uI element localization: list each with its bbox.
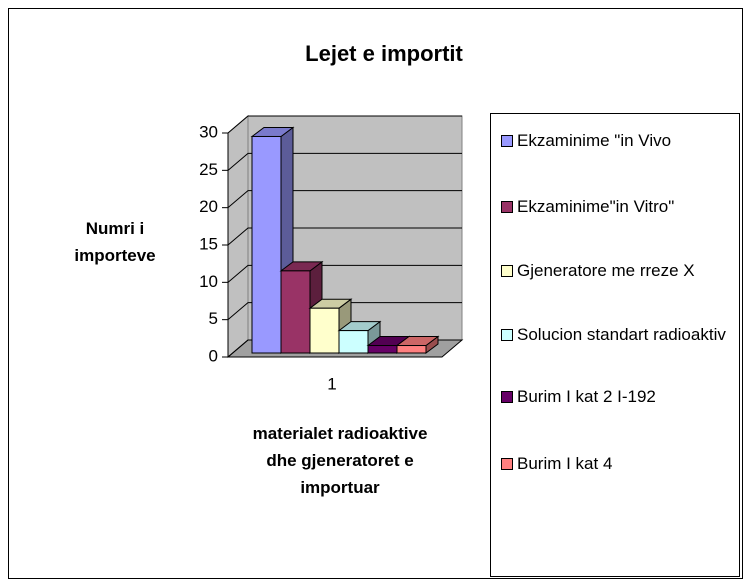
legend-item: Burim I kat 2 I-192 (501, 384, 737, 410)
bar (309, 307, 340, 354)
legend-swatch (501, 201, 513, 213)
bar (396, 345, 427, 354)
y-tick-label: 10 (199, 272, 218, 291)
bar (338, 330, 369, 354)
legend-item: Ekzaminime "in Vivo (501, 128, 737, 154)
legend-swatch (501, 329, 513, 341)
grid-line (227, 190, 462, 209)
y-tick-label: 15 (199, 234, 218, 253)
chart-title: Lejet e importit (305, 41, 463, 66)
legend-label: Solucion standart radioaktiv (517, 325, 726, 344)
legend-item: Burim I kat 4 (501, 451, 737, 477)
y-tick-label: 5 (209, 309, 218, 328)
legend-item: Solucion standart radioaktiv (501, 322, 737, 348)
y-tick-label: 25 (199, 160, 218, 179)
legend-label: Burim I kat 4 (517, 454, 613, 473)
x-tick-label: 1 (327, 374, 336, 393)
legend-label: Burim I kat 2 I-192 (517, 387, 656, 406)
legend-swatch (501, 265, 513, 277)
bar (367, 345, 398, 354)
y-axis-title: Numri i importeve (74, 219, 156, 265)
grid-line (227, 264, 462, 283)
legend-item: Gjeneratore me rreze X (501, 258, 737, 284)
y-tick-label: 0 (209, 346, 218, 365)
grid-line (227, 115, 462, 134)
legend-swatch (501, 391, 513, 403)
legend-swatch (501, 458, 513, 470)
legend-label: Ekzaminime"in Vitro" (517, 197, 675, 216)
x-axis-title: materialet radioaktive dhe gjeneratoret … (252, 424, 428, 497)
y-tick-label: 30 (199, 122, 218, 141)
legend-label: Ekzaminime "in Vivo (517, 131, 672, 150)
grid-line (227, 152, 462, 171)
bar (251, 135, 282, 354)
legend-item: Ekzaminime"in Vitro" (501, 194, 737, 220)
y-tick-label: 20 (199, 197, 218, 216)
legend-swatch (501, 135, 513, 147)
legend: Ekzaminime "in Vivo Ekzaminime"in Vitro" G… (490, 113, 740, 577)
legend-label: Gjeneratore me rreze X (517, 261, 695, 280)
grid-line (227, 227, 462, 246)
bar (280, 270, 311, 354)
grid-line (227, 302, 462, 321)
